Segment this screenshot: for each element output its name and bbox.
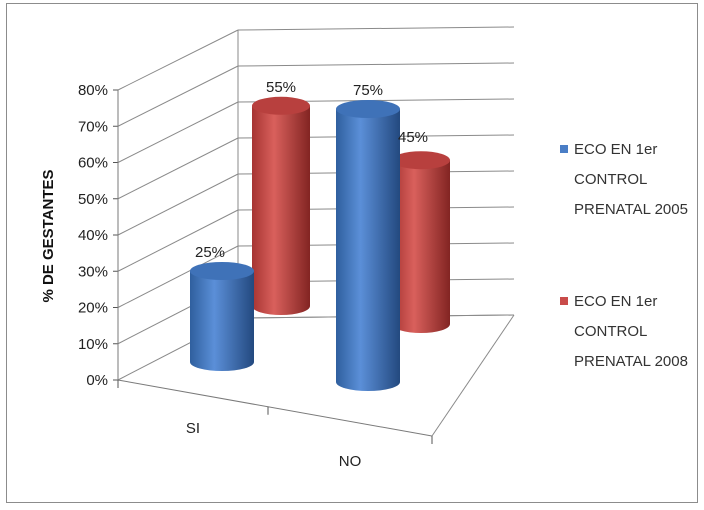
y-tick-label: 80% <box>78 82 108 99</box>
y-tick-label: 40% <box>78 227 108 244</box>
bar-top <box>252 96 310 115</box>
gridline-left <box>117 209 239 272</box>
legend-swatch <box>560 145 568 153</box>
gridline-left <box>117 101 239 163</box>
data-label: 45% <box>398 129 428 146</box>
y-tick-label: 50% <box>78 191 108 208</box>
legend-item-2005: ECO EN 1er CONTROL PRENATAL 2005 <box>560 141 688 218</box>
legend-text-line: ECO EN 1er <box>574 141 657 158</box>
bar-no-2005 <box>336 100 400 391</box>
y-tick-label: 0% <box>86 372 108 389</box>
legend-swatch <box>560 297 568 305</box>
legend-text-line: PRENATAL 2005 <box>574 201 688 218</box>
bar-si-2005 <box>190 262 254 371</box>
gridline-back <box>237 62 515 67</box>
y-tick-label: 20% <box>78 300 108 317</box>
grid-lines <box>117 26 515 381</box>
bar-body <box>392 160 450 333</box>
gridline-left <box>117 173 239 236</box>
floor-right-edge <box>431 314 515 437</box>
axes: 0% 10% 20% 30% 40% 50% 60% 70% 80% SI NO % DE GESTA… <box>40 30 515 470</box>
legend-text-line: CONTROL <box>574 171 647 188</box>
bars <box>190 96 450 391</box>
data-labels: 55% 45% 25% 75% <box>195 79 428 261</box>
bar-body <box>252 105 310 315</box>
gridline-left <box>117 137 239 200</box>
bar-top <box>336 100 400 118</box>
y-tick-label: 70% <box>78 118 108 135</box>
gridline-left <box>117 245 239 308</box>
bar-no-2008 <box>392 151 450 333</box>
bar-body <box>336 109 400 391</box>
legend-text-line: CONTROL <box>574 323 647 340</box>
bar-top <box>190 262 254 280</box>
gridline-back <box>237 26 515 31</box>
x-tick-label-si: SI <box>186 420 200 437</box>
y-tick-label: 60% <box>78 155 108 172</box>
legend-text-line: PRENATAL 2008 <box>574 353 688 370</box>
x-tick-label-no: NO <box>339 453 362 470</box>
data-label: 55% <box>266 79 296 96</box>
data-label: 75% <box>353 82 383 99</box>
bar-top <box>392 151 450 170</box>
gridline-left <box>117 65 239 127</box>
legend-text-line: ECO EN 1er <box>574 293 657 310</box>
data-label: 25% <box>195 244 225 261</box>
y-axis-title: % DE GESTANTES <box>40 169 57 302</box>
gridline-left <box>117 29 239 91</box>
y-tick-label: 30% <box>78 263 108 280</box>
bar-body <box>190 271 254 371</box>
y-tick-label: 10% <box>78 336 108 353</box>
x-axis-line <box>117 379 433 437</box>
legend-item-2008: ECO EN 1er CONTROL PRENATAL 2008 <box>560 293 688 370</box>
bar-si-2008 <box>252 96 310 315</box>
